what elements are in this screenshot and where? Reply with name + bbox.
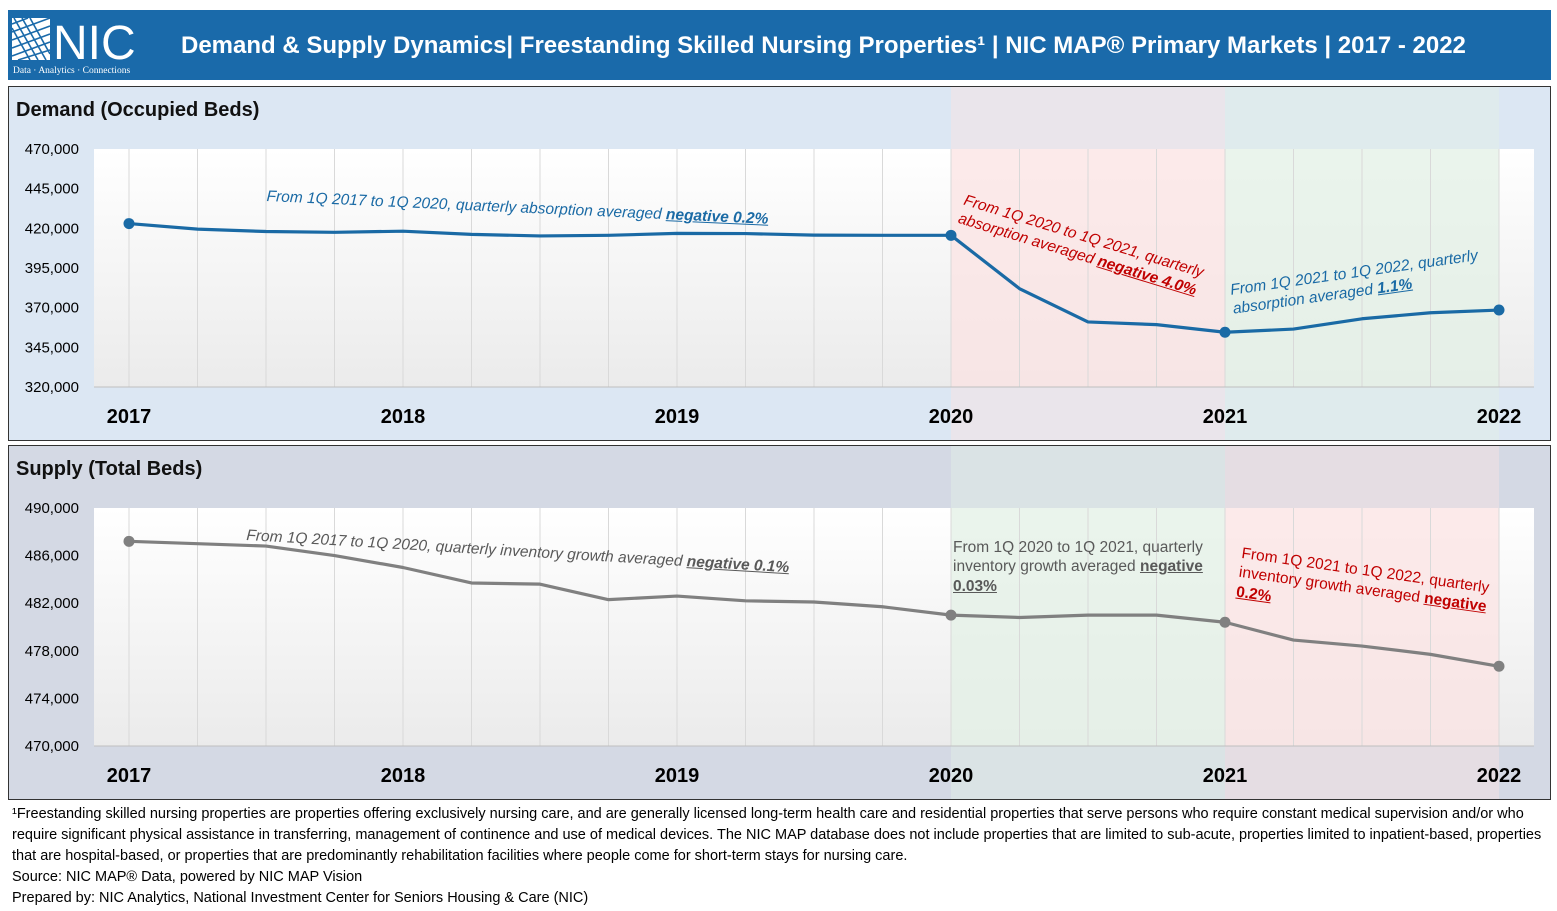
supply-y-tick-2: 478,000 [25, 643, 79, 660]
demand-x-tick-3: 2020 [929, 406, 974, 428]
demand-y-tick-4: 420,000 [25, 220, 79, 237]
supply-y-tick-5: 490,000 [25, 500, 79, 517]
supply-chart-panel: 470,000 474,000 478,000 482,000 486,000 490,0… [8, 445, 1551, 800]
footer-notes: ¹Freestanding skilled nursing properties… [12, 804, 1547, 909]
supply-x-tick-0: 2017 [107, 765, 152, 787]
demand-y-tick-1: 345,000 [25, 339, 79, 356]
supply-period2-value-b: 0.03% [953, 577, 997, 595]
footnote: ¹Freestanding skilled nursing properties… [12, 806, 1542, 864]
demand-y-tick-0: 320,000 [25, 379, 79, 396]
supply-y-tick-1: 474,000 [25, 690, 79, 707]
demand-point-0 [123, 218, 135, 230]
demand-point-16 [1219, 326, 1231, 338]
supply-point-12 [945, 609, 957, 621]
supply-period3-value-b: 0.2% [1235, 583, 1273, 606]
logo-text: NIC [53, 17, 136, 70]
demand-y-tick-2: 370,000 [25, 300, 79, 317]
supply-point-0 [123, 535, 135, 547]
demand-chart-title: Demand (Occupied Beds) [16, 99, 260, 121]
demand-x-tick-5: 2022 [1477, 406, 1522, 428]
source-note: Source: NIC MAP® Data, powered by NIC MA… [12, 869, 363, 885]
supply-point-20 [1493, 660, 1505, 672]
supply-point-16 [1219, 616, 1231, 628]
supply-period2-line2: inventory growth averaged [953, 558, 1136, 576]
supply-chart: 470,000 474,000 478,000 482,000 486,000 490,0… [25, 446, 1534, 799]
supply-period2-line1: From 1Q 2020 to 1Q 2021, quarterly [953, 539, 1203, 556]
demand-y-tick-6: 470,000 [25, 141, 79, 158]
demand-x-tick-0: 2017 [107, 406, 152, 428]
supply-period2-annotation: From 1Q 2020 to 1Q 2021, quarterly inven… [953, 538, 1203, 596]
demand-x-tick-4: 2021 [1203, 406, 1248, 428]
demand-chart-panel: 320,000 345,000 370,000 395,000 420,000 445,0… [8, 86, 1551, 441]
supply-chart-title: Supply (Total Beds) [16, 458, 203, 480]
demand-x-tick-1: 2018 [381, 406, 426, 428]
demand-x-tick-2: 2019 [655, 406, 700, 428]
supply-y-tick-3: 482,000 [25, 595, 79, 612]
prepared-by-note: Prepared by: NIC Analytics, National Inv… [12, 890, 589, 906]
supply-x-tick-1: 2018 [381, 765, 426, 787]
demand-y-tick-3: 395,000 [25, 260, 79, 277]
supply-x-tick-2: 2019 [655, 765, 700, 787]
demand-chart: 320,000 345,000 370,000 395,000 420,000 445,0… [25, 87, 1534, 440]
page-title: Demand & Supply Dynamics| Freestanding S… [181, 32, 1466, 59]
demand-point-12 [945, 229, 957, 241]
demand-y-tick-5: 445,000 [25, 181, 79, 198]
supply-y-tick-4: 486,000 [25, 548, 79, 565]
supply-x-tick-4: 2021 [1203, 765, 1248, 787]
demand-period3-value: 1.1% [1376, 275, 1414, 298]
supply-x-tick-3: 2020 [929, 765, 974, 787]
logo-tagline: Data · Analytics · Connections [13, 66, 130, 76]
globe-icon [11, 17, 51, 61]
supply-y-tick-0: 470,000 [25, 738, 79, 755]
demand-series-line [128, 221, 1500, 334]
supply-period2-value-a: negative [1139, 558, 1203, 576]
header-banner: NIC Data · Analytics · Connections Deman… [8, 10, 1551, 80]
nic-logo: NIC Data · Analytics · Connections [11, 17, 136, 76]
supply-series-line [128, 539, 1500, 668]
supply-x-tick-5: 2022 [1477, 765, 1522, 787]
demand-period1-value: negative 0.2% [665, 206, 769, 228]
demand-point-20 [1493, 304, 1505, 316]
